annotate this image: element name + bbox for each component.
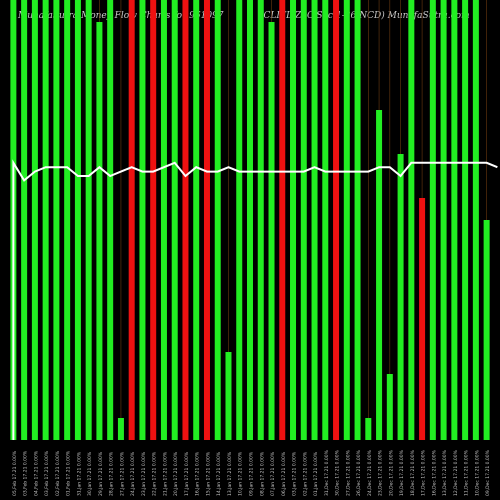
x-tick-label: 07,Jan 17.21 0.00%	[270, 451, 276, 496]
bar	[322, 0, 329, 440]
bar	[354, 0, 361, 440]
x-tick-label: 05,Feb 17.21 0.00%	[12, 450, 18, 496]
bar	[300, 0, 307, 440]
bar	[42, 0, 49, 440]
bar	[279, 0, 286, 440]
x-tick-label: 12,Dec 17.21 0.00%	[453, 449, 459, 496]
bars	[10, 0, 490, 440]
bar	[451, 0, 458, 440]
x-tick-label: 19,Dec 17.21 0.00%	[399, 449, 405, 496]
x-tick-label: 11,Dec 17.21 0.00%	[464, 449, 470, 496]
x-tick-label: 28,Jan 17.21 0.00%	[109, 451, 115, 496]
bar	[203, 0, 210, 440]
x-tick-label: 03,Jan 17.21 0.00%	[292, 451, 298, 496]
x-tick-label: 09,Dec 17.21 0.00%	[485, 449, 491, 496]
x-tick-label: 15,Jan 17.21 0.00%	[205, 451, 211, 496]
bar	[117, 418, 124, 440]
x-tick-label: 06,Jan 17.21 0.00%	[281, 451, 287, 496]
bar	[31, 0, 38, 440]
x-tick-label: 01,Jan 17.21 0.00%	[313, 451, 319, 496]
bar	[247, 0, 253, 440]
bar	[386, 374, 393, 440]
chart-title-right: (CLIFL.Z2C.Sec-1-26-NCD) MunafaSutra.com	[260, 11, 470, 21]
x-tick-label: 14,Jan 17.21 0.00%	[216, 451, 222, 496]
x-tick-label: 20,Jan 17.21 0.00%	[173, 451, 179, 496]
bar	[236, 0, 243, 440]
x-tick-label: 24,Jan 17.21 0.00%	[130, 451, 136, 496]
x-tick-label: 31,Jan 17.21 0.00%	[76, 451, 82, 496]
bar	[440, 0, 447, 440]
bar	[268, 22, 275, 440]
x-tick-label: 01,Feb 17.21 0.00%	[66, 450, 72, 496]
bar	[96, 22, 103, 440]
x-tick-label: 21,Jan 17.21 0.00%	[162, 451, 168, 496]
x-tick-label: 10,Jan 17.21 0.00%	[238, 451, 244, 496]
bar	[290, 0, 297, 440]
bar	[333, 0, 340, 440]
bar	[182, 0, 189, 440]
x-tick-label: 10,Dec 17.21 0.00%	[474, 449, 480, 496]
bar	[21, 0, 28, 440]
bar	[429, 0, 436, 440]
x-tick-label: 27,Dec 17.21 0.00%	[345, 449, 351, 496]
x-tick-label: 20,Dec 17.21 0.00%	[388, 449, 394, 496]
bar	[171, 0, 178, 440]
x-tick-label: 02,Jan 17.21 0.00%	[302, 451, 308, 496]
x-tick-label: 18,Dec 17.21 0.00%	[410, 449, 416, 496]
x-axis-labels: 05,Feb 17.21 0.00% 03,Feb 17.21 0.00% 04,F…	[12, 449, 491, 496]
bar	[343, 0, 350, 440]
bar	[311, 0, 318, 440]
bar	[128, 0, 135, 440]
x-tick-label: 31,Dec 17.21 0.00%	[324, 449, 330, 496]
bar	[462, 0, 469, 440]
bar	[64, 0, 71, 440]
x-tick-label: 13,Jan 17.21 0.00%	[227, 451, 233, 496]
bar	[376, 110, 383, 440]
bar	[193, 0, 200, 440]
bar	[150, 0, 157, 440]
x-tick-label: 16,Jan 17.21 0.00%	[195, 451, 201, 496]
x-tick-label: 03,Feb 17.21 0.00%	[23, 450, 29, 496]
x-tick-label: 08,Jan 17.21 0.00%	[259, 451, 265, 496]
bar	[85, 0, 92, 440]
bar	[225, 352, 232, 440]
bar	[214, 0, 221, 440]
x-tick-label: 17,Jan 17.21 0.00%	[184, 451, 190, 496]
x-tick-label: 09,Jan 17.21 0.00%	[249, 451, 255, 496]
bar	[53, 0, 60, 440]
bar	[160, 0, 167, 440]
bar	[139, 0, 146, 440]
x-tick-label: 02,Feb 17.21 0.00%	[55, 450, 61, 496]
bar	[365, 418, 372, 440]
x-tick-label: 04,Feb 17.21 0.00%	[33, 450, 39, 496]
bar	[74, 0, 81, 440]
x-tick-label: 22,Jan 17.21 0.00%	[152, 451, 158, 496]
x-tick-label: 27,Jan 17.21 0.00%	[119, 451, 125, 496]
x-tick-label: 16,Dec 17.21 0.00%	[431, 449, 437, 496]
bar	[483, 220, 490, 440]
x-tick-label: 23,Dec 17.21 0.00%	[378, 449, 384, 496]
money-flow-line	[12, 159, 498, 440]
x-tick-label: 17,Dec 17.21 0.00%	[421, 449, 427, 496]
bar	[397, 154, 404, 440]
x-tick-label: 26,Dec 17.21 0.00%	[356, 449, 362, 496]
x-tick-label: 30,Dec 17.21 0.00%	[335, 449, 341, 496]
bar	[257, 0, 264, 440]
x-tick-label: 24,Dec 17.21 0.00%	[367, 449, 373, 496]
x-tick-label: 03,Feb 17.21 0.00%	[44, 450, 50, 496]
x-tick-label: 13,Dec 17.21 0.00%	[442, 449, 448, 496]
x-tick-label: 30,Jan 17.21 0.00%	[87, 451, 93, 496]
bar	[419, 198, 426, 440]
x-tick-label: 23,Jan 17.21 0.00%	[141, 451, 147, 496]
x-tick-label: 29,Jan 17.21 0.00%	[98, 451, 104, 496]
bar	[408, 0, 415, 440]
bar	[107, 0, 114, 440]
bar	[472, 0, 479, 440]
